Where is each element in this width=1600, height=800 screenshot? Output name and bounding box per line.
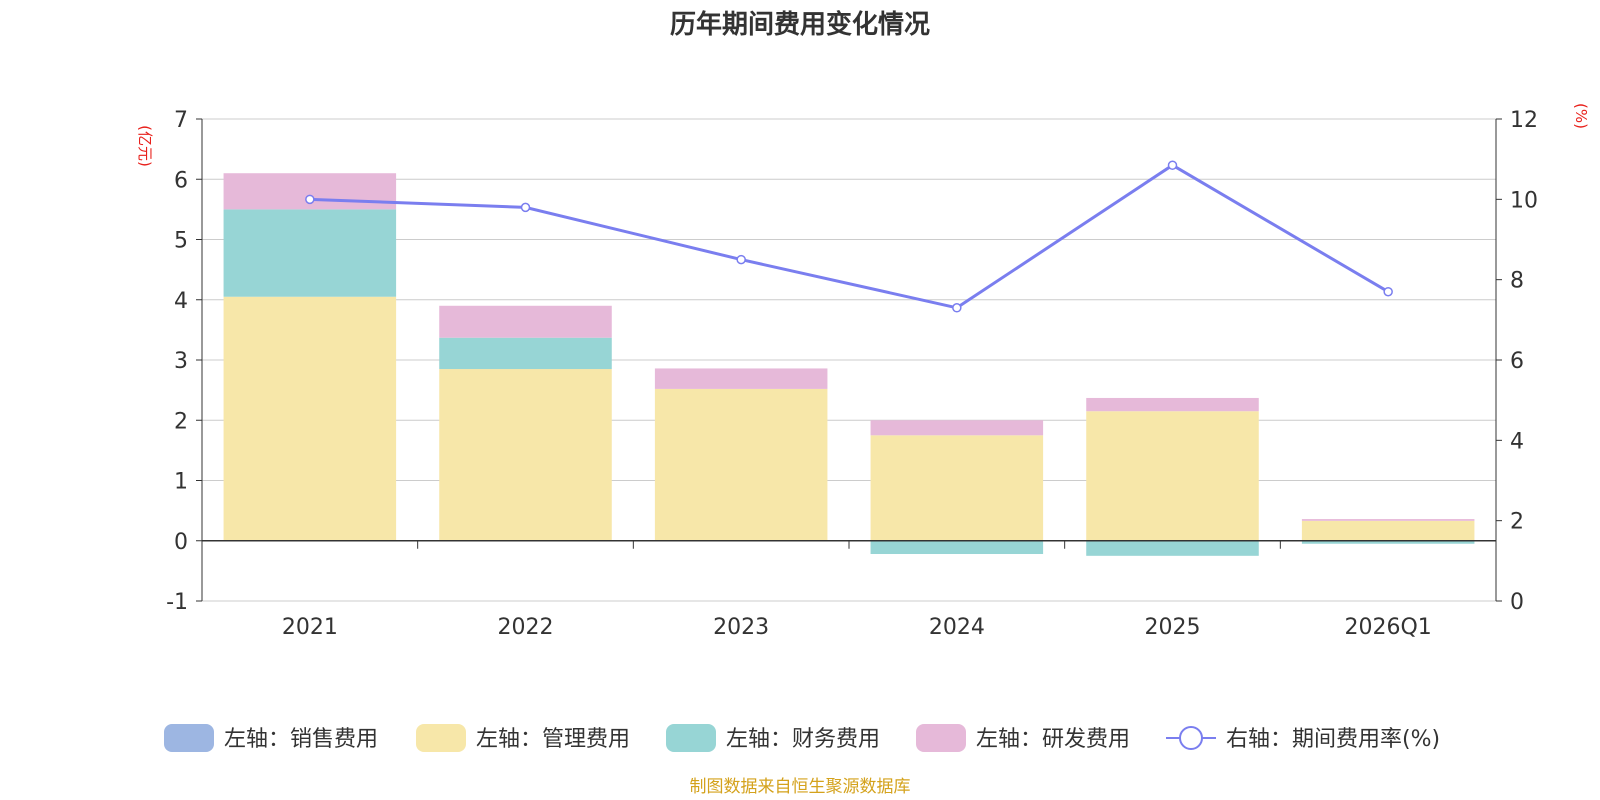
left-tick-label: 5 <box>174 229 188 254</box>
rate-point <box>952 303 962 313</box>
bar-segment <box>223 209 397 297</box>
legend[interactable]: 左轴：销售费用 左轴：管理费用 左轴：财务费用 左轴：研发费用 右轴：期间费用率(%) <box>164 724 1440 752</box>
bar-segment <box>870 420 1044 436</box>
legend-item[interactable]: 左轴：销售费用 <box>164 724 378 752</box>
right-tick-label: 4 <box>1510 429 1524 454</box>
bar-segment <box>654 388 828 541</box>
left-axis-unit: (亿元) <box>136 125 154 167</box>
rate-point <box>1383 286 1393 297</box>
left-tick-label: 4 <box>174 289 188 314</box>
legend-label: 左轴：销售费用 <box>224 727 378 752</box>
rate-line <box>305 160 1393 313</box>
category-label: 2023 <box>713 615 769 640</box>
bar-segment <box>654 368 828 389</box>
legend-item[interactable]: 左轴：研发费用 <box>916 724 1130 752</box>
legend-item[interactable]: 左轴：管理费用 <box>416 724 630 752</box>
right-tick-label: 2 <box>1510 510 1524 535</box>
bar-segment <box>870 435 1044 541</box>
legend-label: 左轴：财务费用 <box>726 727 880 752</box>
bar-segment <box>1086 411 1259 541</box>
bar-segment <box>870 540 1044 555</box>
legend-swatch <box>916 724 966 752</box>
source-note: 制图数据来自恒生聚源数据库 <box>690 777 911 797</box>
right-tick-label: 6 <box>1510 349 1524 374</box>
left-tick-label: 6 <box>174 168 188 193</box>
bar-segment <box>1086 397 1259 412</box>
rate-point <box>520 202 531 213</box>
legend-swatch <box>416 724 466 752</box>
rate-point <box>736 254 746 265</box>
chart-title: 历年期间费用变化情况 <box>670 9 930 40</box>
left-tick-label: 2 <box>174 409 188 434</box>
legend-marker <box>1179 726 1203 750</box>
bar-segment <box>1301 520 1475 541</box>
gridlines <box>202 118 1496 602</box>
category-label: 2021 <box>282 615 338 640</box>
bars <box>223 173 1475 556</box>
right-tick-label: 8 <box>1510 269 1524 294</box>
legend-label: 左轴：研发费用 <box>976 727 1130 752</box>
right-axis-unit: (%) <box>1572 103 1590 129</box>
legend-swatch <box>666 724 716 752</box>
legend-label: 右轴：期间费用率(%) <box>1226 727 1440 752</box>
bar-segment <box>439 337 612 370</box>
legend-item[interactable]: 左轴：财务费用 <box>666 724 880 752</box>
rate-point <box>305 194 315 205</box>
category-label: 2025 <box>1145 615 1201 640</box>
legend-label: 左轴：管理费用 <box>476 727 630 752</box>
legend-swatch <box>164 724 214 752</box>
left-tick-label: 3 <box>174 349 188 374</box>
left-tick-label: 7 <box>174 108 188 133</box>
legend-item[interactable]: 右轴：期间费用率(%) <box>1166 726 1440 752</box>
category-label: 2026Q1 <box>1345 615 1432 640</box>
bar-segment <box>439 305 612 338</box>
category-label: 2024 <box>929 615 985 640</box>
right-tick-label: 10 <box>1510 188 1538 213</box>
bar-segment <box>1086 540 1259 556</box>
bar-segment <box>1301 519 1475 521</box>
category-label: 2022 <box>498 615 554 640</box>
rate-polyline <box>309 163 1389 310</box>
bar-segment <box>439 369 612 541</box>
bar-segment <box>1301 540 1475 544</box>
right-tick-label: 12 <box>1510 108 1538 133</box>
left-tick-label: 1 <box>174 470 188 495</box>
right-tick-label: 0 <box>1510 590 1524 615</box>
rate-point <box>1167 160 1178 170</box>
bar-segment <box>223 296 397 541</box>
left-tick-label: 0 <box>174 530 188 555</box>
left-tick-label: -1 <box>166 590 188 615</box>
